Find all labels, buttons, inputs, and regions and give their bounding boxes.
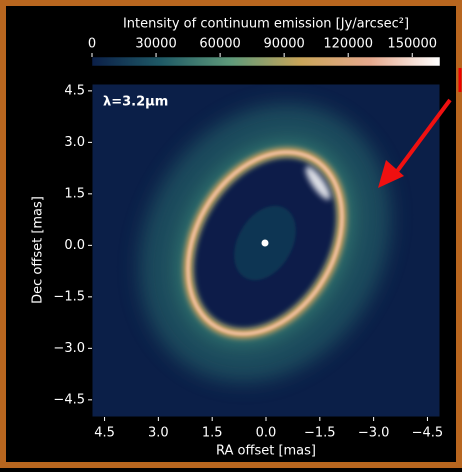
arrow-shaft <box>393 98 452 176</box>
x-tick-label: −3.0 <box>358 426 390 441</box>
y-tick-label: 0.0 <box>64 238 85 253</box>
arrow-head <box>378 160 404 188</box>
colorbar-tick-label: 150000 <box>387 37 437 52</box>
x-axis-label: RA offset [mas] <box>216 444 316 459</box>
colorbar-tick-label: 60000 <box>199 37 240 52</box>
colorbar-tick-label: 30000 <box>135 37 176 52</box>
colorbar <box>91 56 441 67</box>
x-tick-label: 4.5 <box>94 426 115 441</box>
colorbar-tick-label: 120000 <box>323 37 373 52</box>
x-tick-label: 3.0 <box>148 426 169 441</box>
colorbar-tick-label: 0 <box>88 37 96 52</box>
annotation: λ=3.2μm <box>103 95 168 110</box>
x-tick-label: −1.5 <box>304 426 336 441</box>
y-tick-label: 4.5 <box>64 83 85 98</box>
y-tick-label: 3.0 <box>64 135 85 150</box>
star <box>261 239 269 247</box>
y-tick-label: −3.0 <box>53 341 85 356</box>
x-tick-label: −4.5 <box>412 426 444 441</box>
colorbar-tick-label: 90000 <box>263 37 304 52</box>
x-tick-label: 0.0 <box>256 426 277 441</box>
y-axis-label: Dec offset [mas] <box>31 196 46 304</box>
image <box>92 84 440 417</box>
ring <box>186 150 344 336</box>
y-tick-label: 1.5 <box>64 186 85 201</box>
y-tick-label: −1.5 <box>53 289 85 304</box>
bright-spot <box>305 166 331 200</box>
x-tick-label: 1.5 <box>202 426 223 441</box>
colorbar-title: Intensity of continuum emission [Jy/arcs… <box>123 17 409 32</box>
y-tick-label: −4.5 <box>53 392 85 407</box>
